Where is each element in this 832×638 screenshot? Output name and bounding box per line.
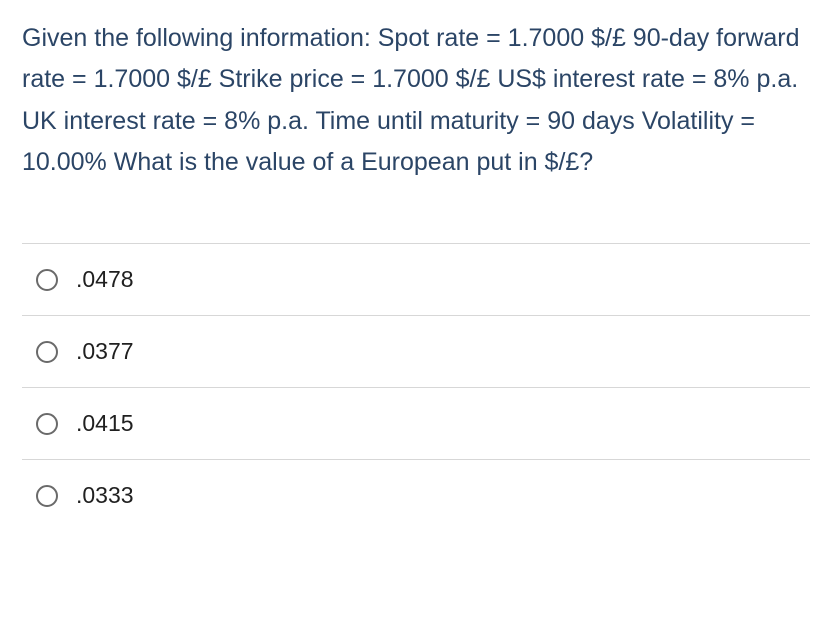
radio-icon[interactable] [36, 485, 58, 507]
option-label: .0333 [76, 482, 134, 509]
option-row[interactable]: .0478 [22, 243, 810, 315]
option-row[interactable]: .0415 [22, 387, 810, 459]
radio-icon[interactable] [36, 269, 58, 291]
option-label: .0478 [76, 266, 134, 293]
option-label: .0415 [76, 410, 134, 437]
radio-icon[interactable] [36, 413, 58, 435]
option-row[interactable]: .0377 [22, 315, 810, 387]
radio-icon[interactable] [36, 341, 58, 363]
question-text: Given the following information: Spot ra… [22, 18, 810, 183]
options-list: .0478 .0377 .0415 .0333 [22, 243, 810, 531]
option-label: .0377 [76, 338, 134, 365]
option-row[interactable]: .0333 [22, 459, 810, 531]
